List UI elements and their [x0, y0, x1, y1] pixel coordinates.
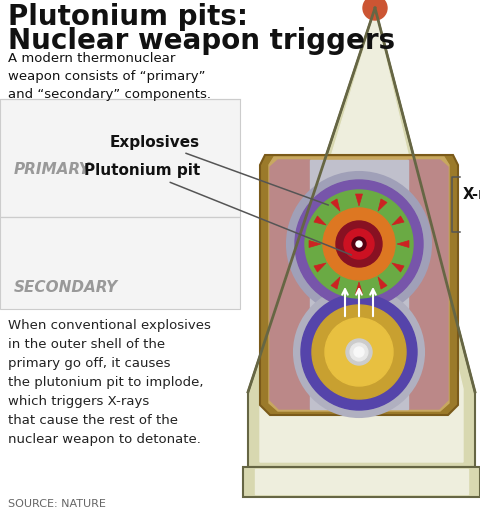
- Polygon shape: [331, 199, 340, 211]
- FancyBboxPatch shape: [0, 217, 240, 309]
- Text: Explosives: Explosives: [110, 134, 328, 205]
- Circle shape: [336, 221, 382, 267]
- Polygon shape: [397, 240, 409, 248]
- Polygon shape: [260, 13, 463, 462]
- Polygon shape: [378, 199, 387, 211]
- Circle shape: [305, 190, 413, 298]
- Polygon shape: [356, 194, 362, 206]
- Polygon shape: [392, 216, 404, 225]
- Polygon shape: [270, 160, 310, 409]
- Polygon shape: [255, 469, 468, 494]
- Text: When conventional explosives
in the outer shell of the
primary go off, it causes: When conventional explosives in the oute…: [8, 319, 211, 446]
- Circle shape: [363, 0, 387, 20]
- Circle shape: [354, 347, 364, 357]
- Circle shape: [356, 241, 362, 247]
- Text: Plutonium pit: Plutonium pit: [84, 163, 351, 255]
- Polygon shape: [309, 240, 321, 248]
- Circle shape: [346, 339, 372, 365]
- Text: PRIMARY: PRIMARY: [14, 161, 91, 177]
- Text: Plutonium pits:: Plutonium pits:: [8, 3, 248, 31]
- Text: SOURCE: NATURE: SOURCE: NATURE: [8, 499, 106, 509]
- Polygon shape: [269, 157, 449, 411]
- Polygon shape: [356, 282, 362, 294]
- Circle shape: [352, 237, 366, 251]
- Circle shape: [344, 229, 374, 259]
- Circle shape: [323, 208, 395, 280]
- Polygon shape: [314, 216, 326, 225]
- FancyBboxPatch shape: [0, 99, 240, 217]
- Circle shape: [295, 180, 423, 308]
- Circle shape: [312, 305, 406, 399]
- Polygon shape: [378, 277, 387, 289]
- Circle shape: [301, 294, 417, 410]
- Polygon shape: [243, 467, 480, 497]
- Polygon shape: [310, 160, 408, 409]
- Circle shape: [350, 343, 368, 361]
- Text: Nuclear weapon triggers: Nuclear weapon triggers: [8, 27, 395, 55]
- Circle shape: [325, 318, 393, 386]
- Text: A modern thermonuclear
weapon consists of “primary”
and “secondary” components.: A modern thermonuclear weapon consists o…: [8, 52, 211, 101]
- Circle shape: [287, 172, 431, 316]
- Polygon shape: [248, 8, 475, 467]
- Polygon shape: [260, 155, 458, 415]
- Polygon shape: [314, 263, 326, 272]
- Polygon shape: [331, 277, 340, 289]
- Circle shape: [294, 287, 424, 417]
- Polygon shape: [392, 263, 404, 272]
- Polygon shape: [408, 160, 448, 409]
- Text: SECONDARY: SECONDARY: [14, 279, 118, 295]
- Text: X-rays: X-rays: [463, 188, 480, 202]
